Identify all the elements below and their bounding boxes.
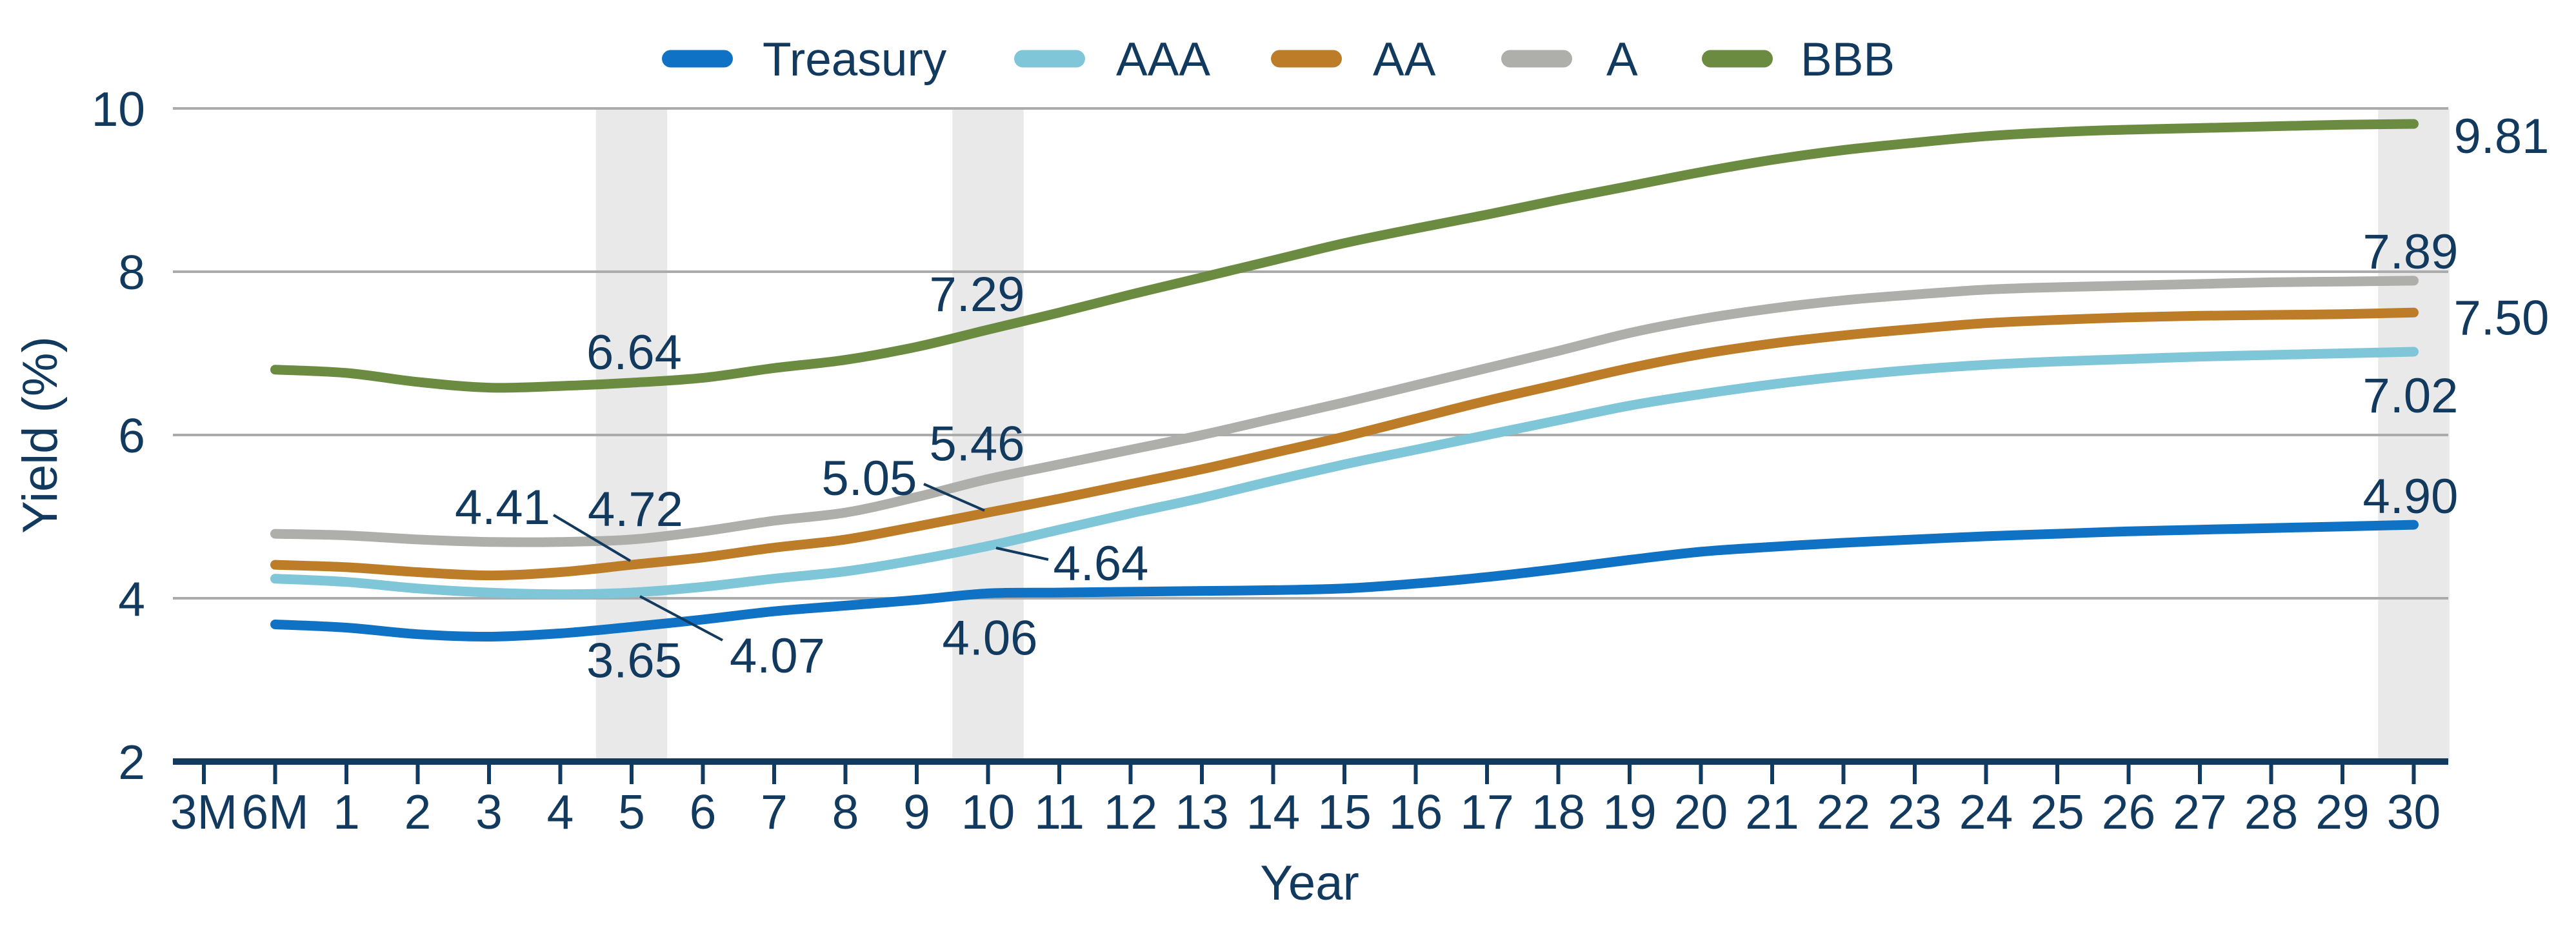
legend-swatch-bbb (1702, 50, 1773, 68)
x-tick-label-11: 11 (1034, 785, 1084, 839)
x-tick-label-2: 2 (404, 785, 432, 839)
x-axis: 3M 6M 1 2 3 4 5 6 7 8 9 10 11 12 13 14 15 16 17 18 19 20 21 22 2… (170, 758, 2448, 839)
annotation-bbb-5: 6.64 (586, 325, 682, 380)
legend-label-treasury: Treasury (763, 34, 947, 86)
annotation-leader-aaa-10 (995, 547, 1049, 561)
legend-item-bbb: BBB (1702, 34, 1895, 86)
x-tick-label-3: 3 (475, 785, 503, 839)
x-tick-label-1: 1 (333, 785, 360, 839)
legend-item-a: A (1501, 34, 1638, 86)
annotation-leader-aa-5 (552, 514, 632, 562)
x-tick-label-6M: 6M (241, 785, 308, 839)
annotation-aa-30: 7.50 (2454, 290, 2550, 345)
annotation-treasury-30: 4.90 (2363, 469, 2459, 524)
x-tick-label-7: 7 (761, 785, 788, 839)
legend-swatch-aaa (1014, 50, 1085, 68)
annotation-leader-aa-10 (923, 483, 985, 512)
x-tick-label-8: 8 (832, 785, 859, 839)
x-tick-label-21: 21 (1745, 785, 1799, 839)
legend-label-a: A (1606, 34, 1638, 86)
legend-label-aa: AA (1373, 34, 1436, 86)
annotation-bbb-10: 7.29 (930, 267, 1025, 322)
annotation-treasury-10: 4.06 (943, 611, 1038, 665)
x-tick-label-28: 28 (2244, 785, 2298, 839)
legend-swatch-aa (1271, 50, 1342, 68)
annotation-a-10: 5.46 (930, 416, 1025, 471)
annotation-aa-5: 4.41 (455, 480, 550, 535)
legend-swatch-a (1501, 50, 1572, 68)
y-tick-label-8: 8 (118, 245, 145, 299)
x-tick-label-10: 10 (961, 785, 1015, 839)
annotation-a-5: 4.72 (588, 482, 683, 537)
x-tick-label-5: 5 (618, 785, 645, 839)
x-tick-label-3M: 3M (170, 785, 237, 839)
x-tick-label-22: 22 (1817, 785, 1870, 839)
legend-item-aa: AA (1271, 34, 1436, 86)
x-tick-label-27: 27 (2173, 785, 2226, 839)
series-line-a (270, 276, 2419, 547)
y-axis-title: Yield (%) (13, 336, 68, 533)
legend-item-treasury: Treasury (662, 34, 947, 86)
legend-item-aaa: AAA (1014, 34, 1210, 86)
series-line-aa (270, 307, 2419, 581)
legend-swatch-treasury (662, 50, 733, 68)
y-tick-label-4: 4 (118, 572, 145, 626)
x-tick-label-18: 18 (1532, 785, 1585, 839)
annotation-aa-10: 5.05 (822, 451, 917, 506)
x-axis-title: Year (1260, 856, 1359, 911)
x-tick-label-17: 17 (1460, 785, 1513, 839)
x-tick-label-25: 25 (2030, 785, 2084, 839)
annotation-aaa-5: 4.07 (730, 629, 825, 683)
series-line-aaa (270, 347, 2419, 600)
x-tick-label-15: 15 (1317, 785, 1371, 839)
x-tick-label-19: 19 (1603, 785, 1656, 839)
series-line-bbb (270, 119, 2419, 393)
x-tick-label-6: 6 (690, 785, 717, 839)
annotation-aaa-30: 7.02 (2363, 369, 2459, 423)
legend-label-bbb: BBB (1801, 34, 1895, 86)
x-tick-label-12: 12 (1104, 785, 1157, 839)
series-line-treasury (270, 520, 2419, 642)
x-tick-label-30: 30 (2387, 785, 2441, 839)
x-tick-label-13: 13 (1175, 785, 1228, 839)
annotation-treasury-5: 3.65 (586, 633, 682, 688)
series-lines (270, 119, 2419, 642)
x-tick-label-14: 14 (1246, 785, 1300, 839)
x-tick-label-24: 24 (1959, 785, 2013, 839)
y-tick-label-10: 10 (92, 82, 145, 136)
x-tick-label-26: 26 (2102, 785, 2155, 839)
y-tick-label-6: 6 (118, 409, 145, 463)
annotation-leader-aaa-5 (639, 595, 723, 642)
annotations: 6.64 4.72 4.41 3.65 4.07 7.29 5.465.05 4.64 4.06… (455, 109, 2549, 688)
annotation-bbb-30: 9.81 (2454, 109, 2550, 164)
annotation-a-30: 7.89 (2363, 225, 2459, 279)
x-tick-label-9: 9 (903, 785, 930, 839)
y-axis: 10 8 6 4 2 (92, 82, 145, 789)
x-tick-label-20: 20 (1674, 785, 1728, 839)
legend-label-aaa: AAA (1116, 34, 1210, 86)
y-tick-label-2: 2 (118, 735, 145, 789)
x-tick-label-23: 23 (1888, 785, 1941, 839)
annotation-aaa-10: 4.64 (1053, 536, 1149, 591)
x-tick-label-29: 29 (2315, 785, 2369, 839)
x-tick-label-4: 4 (547, 785, 574, 839)
x-tick-label-16: 16 (1389, 785, 1443, 839)
legend: Treasury AAA AA A BBB (662, 34, 1895, 86)
